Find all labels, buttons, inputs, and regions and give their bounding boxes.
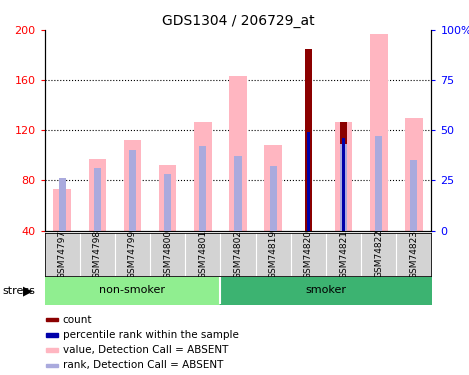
Text: GSM74821: GSM74821 (339, 230, 348, 279)
Bar (199, 146, 206, 231)
Bar (94, 168, 101, 231)
Bar (305, 49, 311, 231)
Text: stress: stress (2, 286, 35, 296)
Text: value, Detection Call = ABSENT: value, Detection Call = ABSENT (63, 345, 228, 355)
Bar (159, 165, 176, 231)
Bar (129, 150, 136, 231)
Bar (46, 348, 58, 352)
Text: percentile rank within the sample: percentile rank within the sample (63, 330, 239, 340)
Bar (335, 122, 352, 231)
Bar (307, 132, 310, 231)
Bar (194, 122, 212, 231)
Bar (53, 189, 71, 231)
Text: GSM74799: GSM74799 (128, 230, 137, 279)
Bar (270, 166, 277, 231)
Bar (342, 138, 345, 231)
Bar (46, 318, 58, 321)
Text: GSM74819: GSM74819 (269, 230, 278, 279)
Bar (265, 146, 282, 231)
Text: GSM74823: GSM74823 (409, 230, 418, 279)
Title: GDS1304 / 206729_at: GDS1304 / 206729_at (162, 13, 314, 28)
Bar (46, 333, 58, 336)
Bar (370, 34, 387, 231)
Text: GSM74798: GSM74798 (93, 230, 102, 279)
Bar (340, 144, 347, 231)
Text: GSM74797: GSM74797 (58, 230, 67, 279)
Text: smoker: smoker (305, 285, 347, 295)
Text: count: count (63, 315, 92, 325)
Bar (59, 178, 66, 231)
Text: non-smoker: non-smoker (99, 285, 166, 295)
Text: GSM74802: GSM74802 (234, 230, 242, 279)
Bar (124, 140, 141, 231)
Text: ▶: ▶ (23, 284, 33, 297)
Text: GSM74800: GSM74800 (163, 230, 172, 279)
Text: GSM74822: GSM74822 (374, 230, 383, 279)
Bar (89, 159, 106, 231)
Text: rank, Detection Call = ABSENT: rank, Detection Call = ABSENT (63, 360, 223, 370)
Bar (340, 122, 347, 231)
Bar (234, 156, 242, 231)
Bar (164, 174, 171, 231)
Text: GSM74801: GSM74801 (198, 230, 207, 279)
Text: GSM74820: GSM74820 (304, 230, 313, 279)
Bar (410, 160, 417, 231)
Bar (229, 76, 247, 231)
Bar (405, 118, 423, 231)
Bar (375, 136, 382, 231)
Bar (46, 363, 58, 367)
